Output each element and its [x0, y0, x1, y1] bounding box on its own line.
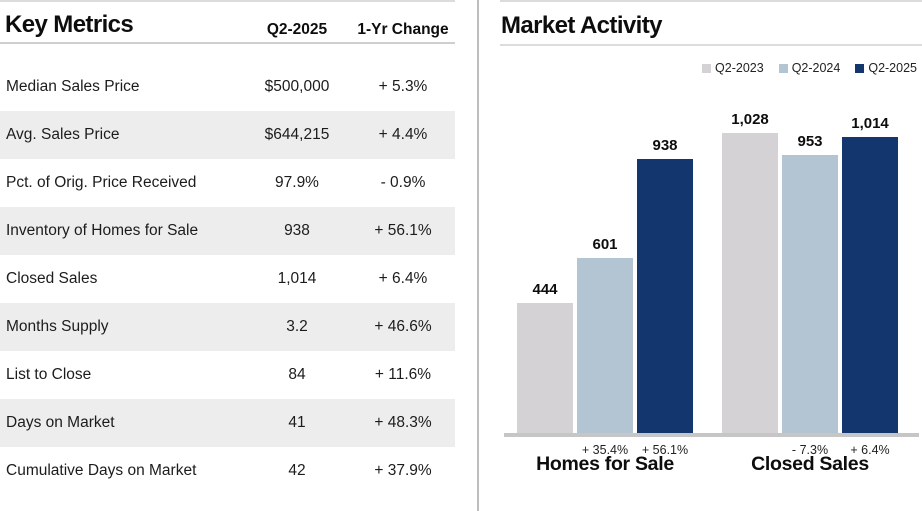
table-row: Days on Market 41 + 48.3% [0, 399, 455, 447]
metric-value: 41 [288, 414, 306, 431]
key-metrics-header: Key Metrics Q2-2025 1-Yr Change [0, 0, 455, 44]
table-row: Cumulative Days on Market 42 + 37.9% [0, 447, 455, 495]
metric-change: + 11.6% [374, 366, 432, 383]
bar-chart: 444 601 + 35.4% 938 + 56.1% Homes for Sale 1,0… [500, 2, 922, 511]
metric-value: $644,215 [264, 126, 330, 143]
metric-label: List to Close [6, 366, 92, 383]
legend-item: Q2-2025 [855, 61, 917, 75]
metric-value: 1,014 [277, 270, 317, 287]
metric-label: Days on Market [6, 414, 115, 431]
chart-legend: Q2-2023 Q2-2024 Q2-2025 [702, 61, 917, 75]
table-row: Closed Sales 1,014 + 6.4% [0, 255, 455, 303]
metric-label: Months Supply [6, 318, 109, 335]
bar-q2-2024-closed-sales [782, 155, 838, 433]
legend-swatch-icon [702, 63, 712, 73]
market-activity-panel: Market Activity Q2-2023 Q2-2024 Q2-2025 44… [500, 0, 922, 511]
title-divider [500, 44, 922, 46]
bar-value-label: 444 [532, 281, 558, 298]
legend-item: Q2-2024 [778, 61, 841, 75]
bar-q2-2023-homes-for-sale [517, 303, 573, 433]
metric-change: + 56.1% [374, 222, 432, 239]
legend-label: Q2-2024 [791, 61, 841, 75]
metric-change: - 0.9% [380, 174, 426, 191]
table-row: List to Close 84 + 11.6% [0, 351, 455, 399]
market-activity-title: Market Activity [501, 12, 662, 39]
x-axis-line [504, 433, 919, 437]
metric-change: + 6.4% [378, 270, 428, 287]
change-label: + 6.4% [850, 443, 890, 457]
metric-value: 97.9% [275, 174, 319, 191]
change-label: + 35.4% [581, 443, 629, 457]
table-row: Avg. Sales Price $644,215 + 4.4% [0, 111, 455, 159]
metric-label: Pct. of Orig. Price Received [6, 174, 197, 191]
category-label: Closed Sales [751, 453, 869, 475]
key-metrics-rows: Median Sales Price $500,000 + 5.3% Avg. … [0, 63, 455, 495]
panel-divider [477, 0, 479, 511]
metric-change: + 4.4% [378, 126, 428, 143]
legend-swatch-icon [855, 63, 865, 73]
key-metrics-panel: Key Metrics Q2-2025 1-Yr Change Median S… [0, 0, 455, 495]
key-metrics-title: Key Metrics [5, 11, 134, 38]
metric-value: 3.2 [286, 318, 308, 335]
column-header-q2-2025: Q2-2025 [266, 20, 328, 38]
metric-label: Closed Sales [6, 270, 98, 287]
table-row: Months Supply 3.2 + 46.6% [0, 303, 455, 351]
metric-change: + 48.3% [374, 414, 432, 431]
bar-q2-2025-closed-sales [842, 137, 898, 433]
table-row: Pct. of Orig. Price Received 97.9% - 0.9… [0, 159, 455, 207]
metric-change: + 5.3% [378, 78, 428, 95]
metric-value: 84 [288, 366, 306, 383]
bar-q2-2024-homes-for-sale [577, 258, 633, 433]
metric-change: + 46.6% [374, 318, 432, 335]
column-header-1yr-change: 1-Yr Change [357, 20, 449, 38]
change-label: - 7.3% [791, 443, 829, 457]
legend-label: Q2-2025 [868, 61, 917, 75]
metric-label: Inventory of Homes for Sale [6, 222, 199, 239]
bar-value-label: 1,014 [851, 115, 889, 132]
metric-label: Avg. Sales Price [6, 126, 120, 143]
legend-swatch-icon [778, 63, 788, 73]
table-row: Median Sales Price $500,000 + 5.3% [0, 63, 455, 111]
bar-value-label: 938 [652, 137, 678, 154]
bar-q2-2023-closed-sales [722, 133, 778, 433]
metric-value: 938 [284, 222, 310, 239]
metric-label: Cumulative Days on Market [6, 462, 197, 479]
category-label: Homes for Sale [536, 453, 674, 475]
metric-label: Median Sales Price [6, 78, 140, 95]
bar-value-label: 601 [592, 236, 618, 253]
table-row: Inventory of Homes for Sale 938 + 56.1% [0, 207, 455, 255]
bar-value-label: 953 [797, 133, 823, 150]
metric-value: $500,000 [264, 78, 330, 95]
metric-change: + 37.9% [374, 462, 432, 479]
change-label: + 56.1% [641, 443, 689, 457]
bar-value-label: 1,028 [731, 111, 769, 128]
metric-value: 42 [288, 462, 306, 479]
legend-item: Q2-2023 [702, 61, 764, 75]
legend-label: Q2-2023 [715, 61, 764, 75]
bar-q2-2025-homes-for-sale [637, 159, 693, 433]
